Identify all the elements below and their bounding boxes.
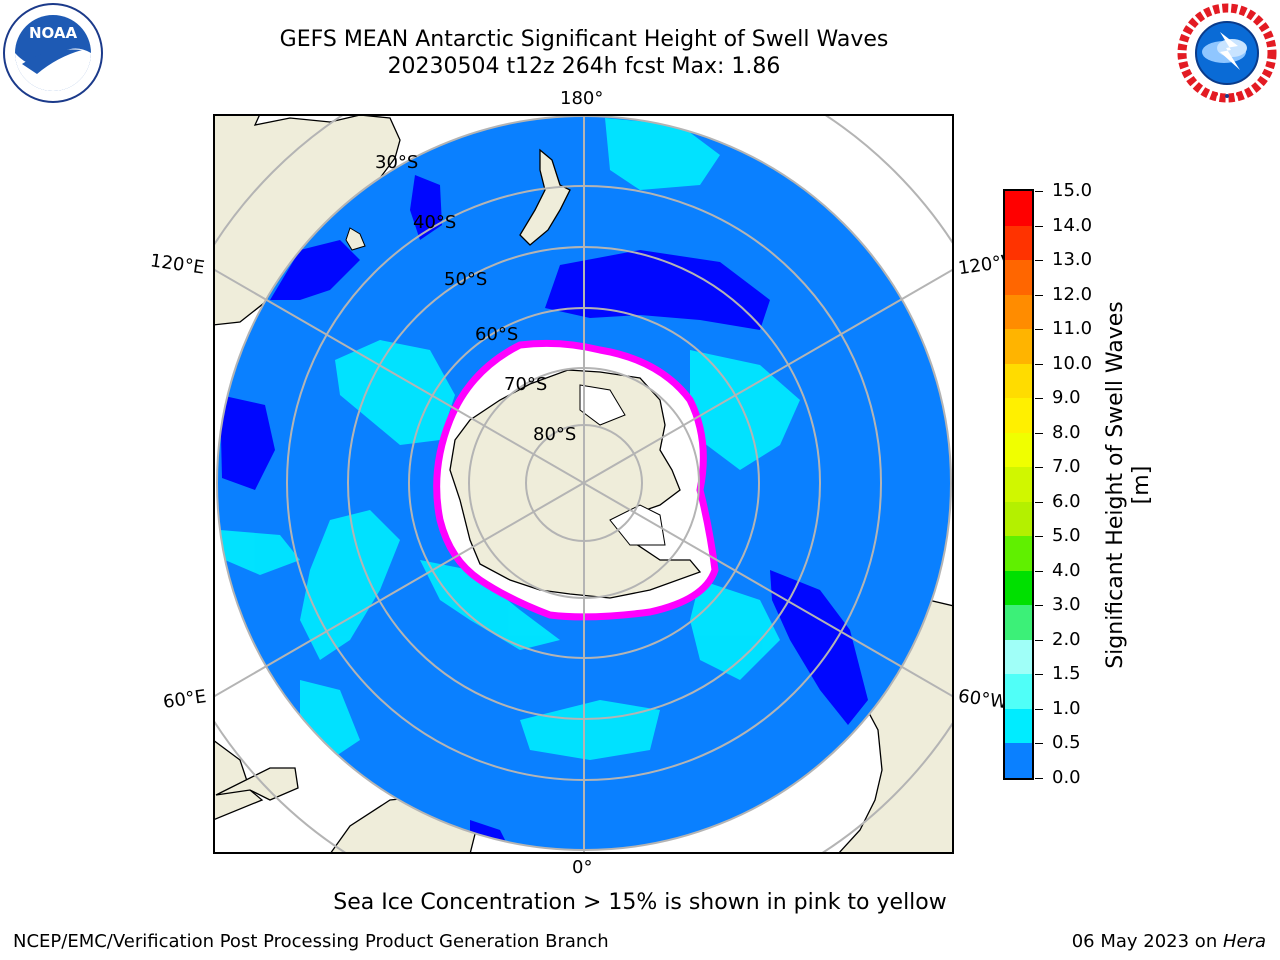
colorbar-segment: [1005, 363, 1032, 399]
colorbar-segment: [1005, 467, 1032, 503]
colorbar-tick-mark: [1035, 743, 1043, 745]
footer-date: 06 May 2023 on Hera: [1072, 931, 1266, 952]
noaa-logo: NOAA: [2, 2, 104, 104]
colorbar-tick-mark: [1035, 708, 1043, 710]
colorbar-segment: [1005, 570, 1032, 606]
swell-patches: [220, 118, 800, 760]
colorbar-segment: [1005, 398, 1032, 434]
new-zealand: [519, 148, 571, 246]
colorbar-title: Significant Height of Swell Waves [m]: [1103, 301, 1154, 669]
map-panel: [213, 114, 954, 854]
colorbar-tick-label: 11.0: [1052, 318, 1093, 340]
lat-label-50s: 50°S: [444, 269, 488, 290]
sea-ice-note: Sea Ice Concentration > 15% is shown in …: [333, 890, 947, 915]
nws-logo: [1176, 2, 1278, 104]
colorbar-tick-label: 0.5: [1052, 732, 1081, 754]
colorbar-segment: [1005, 191, 1032, 227]
colorbar-tick-label: 4.0: [1052, 559, 1081, 581]
lon-label-60w: 60°W: [956, 685, 1009, 714]
colorbar-tick-mark: [1035, 501, 1043, 503]
lon-label-120e: 120°E: [148, 250, 206, 279]
colorbar-tick-label: 15.0: [1052, 180, 1093, 201]
lon-label-180: 180°: [560, 88, 604, 109]
colorbar-tick-label: 10.0: [1052, 352, 1093, 374]
colorbar-segment: [1005, 329, 1032, 365]
colorbar-tick-mark: [1035, 536, 1043, 538]
colorbar-tick-label: 13.0: [1052, 249, 1093, 271]
lat-label-40s: 40°S: [413, 212, 457, 233]
footer-date-text: 06 May 2023 on: [1071, 931, 1223, 952]
colorbar-segment: [1005, 743, 1032, 779]
colorbar-tick-mark: [1035, 778, 1043, 779]
colorbar-segment: [1005, 639, 1032, 675]
colorbar-segment: [1005, 708, 1032, 744]
colorbar-tick-mark: [1035, 225, 1043, 227]
colorbar-tick-mark: [1035, 363, 1043, 365]
colorbar-tick-label: 7.0: [1052, 456, 1081, 478]
footer-host: Hera: [1222, 931, 1266, 952]
colorbar-tick-label: 9.0: [1052, 387, 1081, 409]
colorbar-segment: [1005, 294, 1032, 330]
colorbar-tick-label: 6.0: [1052, 490, 1081, 512]
colorbar-tick-mark: [1035, 191, 1043, 192]
antarctica: [449, 369, 702, 599]
lat-label-30s: 30°S: [375, 152, 419, 173]
colorbar-tick-mark: [1035, 605, 1043, 607]
svg-text:NOAA: NOAA: [29, 24, 78, 42]
colorbar-segment: [1005, 605, 1032, 641]
colorbar-tick-mark: [1035, 398, 1043, 400]
colorbar-tick-label: 1.0: [1052, 697, 1081, 719]
colorbar-tick-label: 8.0: [1052, 421, 1081, 443]
lon-label-0: 0°: [572, 857, 593, 878]
colorbar-segment: [1005, 432, 1032, 468]
footer-credit: NCEP/EMC/Verification Post Processing Pr…: [13, 931, 609, 952]
lat-label-70s: 70°S: [504, 374, 548, 395]
colorbar-tick-label: 1.5: [1052, 663, 1081, 685]
chart-title: GEFS MEAN Antarctic Significant Height o…: [279, 27, 889, 52]
colorbar-segment: [1005, 260, 1032, 296]
colorbar-tick-mark: [1035, 329, 1043, 331]
colorbar-tick-mark: [1035, 432, 1043, 434]
colorbar-tick-mark: [1035, 294, 1043, 296]
colorbar-tick-label: 5.0: [1052, 525, 1081, 547]
colorbar-tick-mark: [1035, 639, 1043, 641]
calm-patches: [220, 175, 868, 850]
colorbar-segment: [1005, 674, 1032, 710]
colorbar-tick-mark: [1035, 570, 1043, 572]
lat-label-60s: 60°S: [475, 324, 519, 345]
colorbar-tick-label: 12.0: [1052, 283, 1093, 305]
colorbar-tick-label: 2.0: [1052, 628, 1081, 650]
chart-subtitle: 20230504 t12z 264h fcst Max: 1.86: [387, 54, 781, 79]
lat-label-80s: 80°S: [533, 424, 577, 445]
colorbar-segment: [1005, 225, 1032, 261]
colorbar-tick-label: 0.0: [1052, 767, 1081, 788]
lon-label-60e: 60°E: [161, 686, 208, 713]
colorbar-tick-label: 14.0: [1052, 214, 1093, 236]
colorbar-segment: [1005, 536, 1032, 572]
colorbar-tick-mark: [1035, 467, 1043, 469]
graticule: [215, 116, 952, 852]
colorbar-tick-mark: [1035, 260, 1043, 262]
colorbar-tick-label: 3.0: [1052, 594, 1081, 616]
colorbar-segment: [1005, 501, 1032, 537]
colorbar-tick-mark: [1035, 674, 1043, 676]
colorbar: [1003, 189, 1034, 780]
